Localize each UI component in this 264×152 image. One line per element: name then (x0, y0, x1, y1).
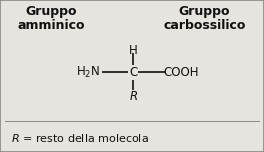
Text: R: R (129, 90, 137, 103)
Text: $\it{R}$ = resto della molecola: $\it{R}$ = resto della molecola (11, 132, 148, 144)
Text: COOH: COOH (163, 66, 199, 79)
Text: Gruppo
amminico: Gruppo amminico (18, 5, 85, 32)
Text: C: C (129, 66, 138, 79)
Text: Gruppo
carbossilico: Gruppo carbossilico (163, 5, 246, 32)
Text: H: H (129, 44, 138, 57)
Text: H$_2$N: H$_2$N (76, 65, 101, 80)
